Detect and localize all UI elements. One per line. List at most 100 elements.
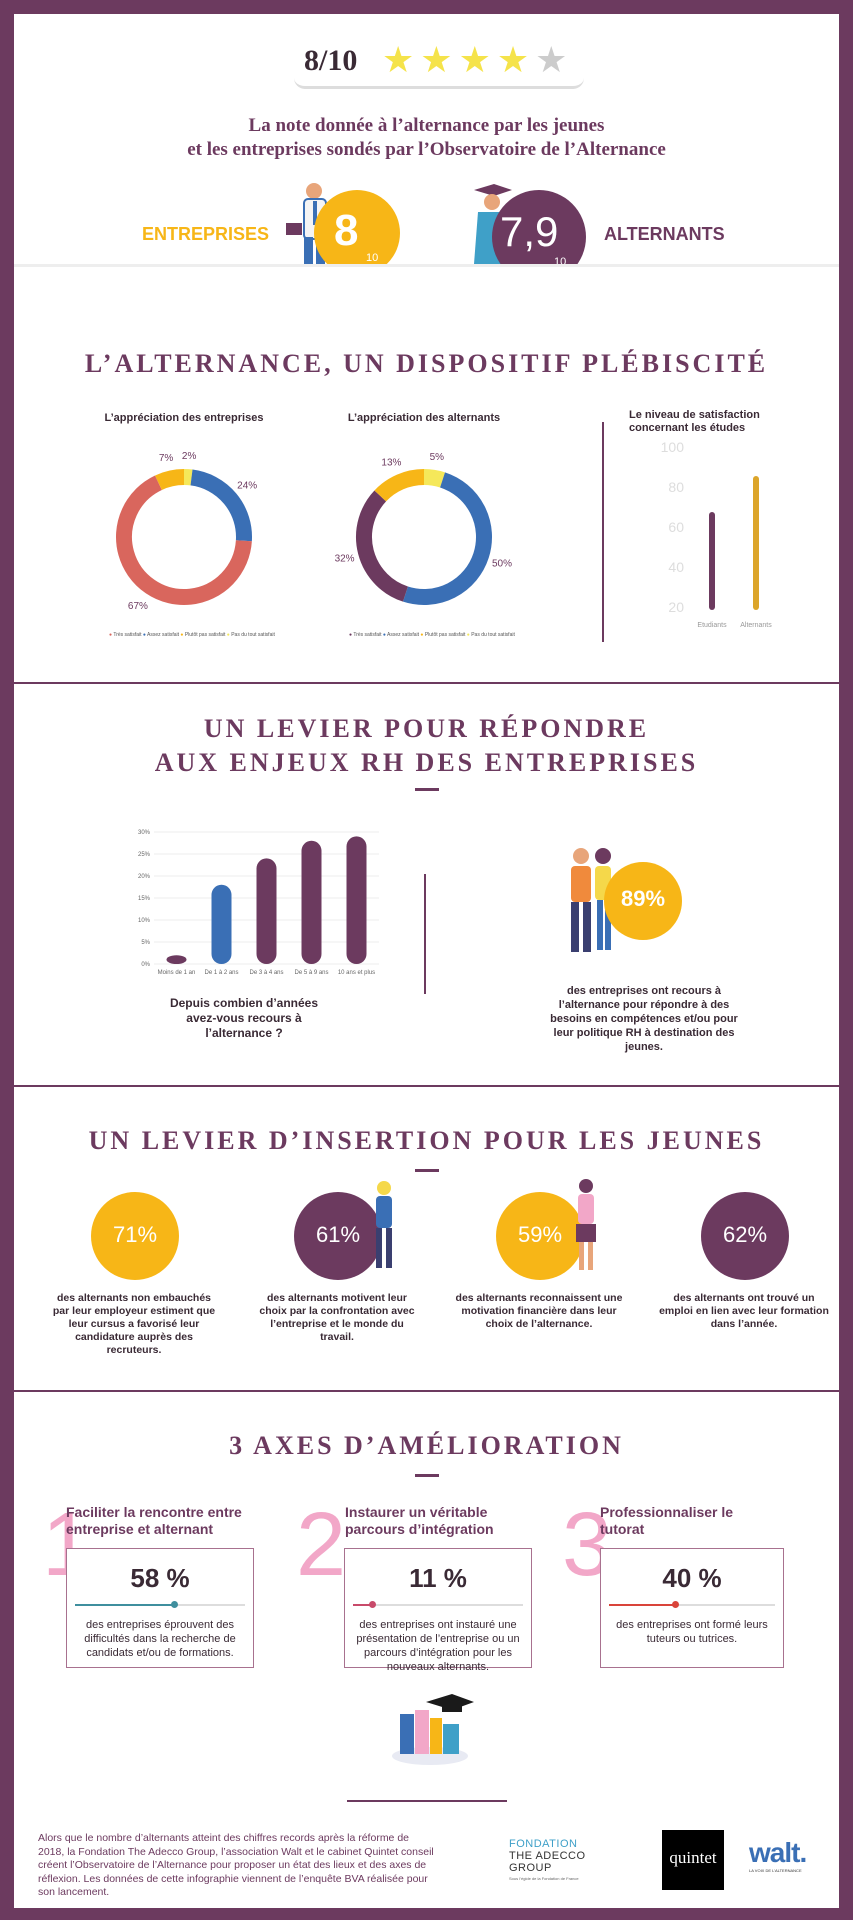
stat-text: des alternants motivent leur choix par l… (259, 1292, 415, 1343)
section2-rule (414, 788, 439, 791)
legend-dot: ● (466, 632, 470, 638)
stat-circle-yellow (496, 1192, 584, 1280)
legend-label: Assez satisfait (387, 632, 420, 638)
x-tick-label: De 3 à 4 ans (249, 970, 283, 976)
section4-rule (414, 1474, 439, 1477)
logo-walt-sub: LA VOIX DE L’ALTERNANCE (749, 1868, 802, 1873)
y-tick-label: 20% (138, 874, 151, 880)
legend-dot: ● (382, 632, 386, 638)
axis-value: 11 % (409, 1563, 467, 1593)
logo-fondation-adecco: FONDATION THE ADECCO GROUP Sous l’égide … (509, 1838, 629, 1881)
logo-fondation-sub: Sous l’égide de la Fondation de France (509, 1876, 579, 1881)
axis-title: Instaurer un véritable parcours d’intégr… (345, 1504, 494, 1537)
chart2-title: L’appréciation des alternants (347, 412, 501, 424)
section2-title: UN LEVIER POUR RÉPONDRE AUX ENJEUX RH DE… (14, 712, 839, 780)
axis-card: 40 % des entreprises ont formé leurs tut… (600, 1548, 784, 1668)
donut-slice-label: 5% (430, 452, 445, 463)
axis-progress-fill (609, 1604, 676, 1606)
walking-man-icon (376, 1181, 392, 1268)
axis-card: 11 % des entreprises ont instauré une pr… (344, 1548, 532, 1673)
legend-alternants: ● Très satisfait ● Assez satisfait ● Plu… (349, 632, 515, 638)
score-banner-shadow (294, 78, 584, 89)
alternants-score: 7,9 (500, 208, 559, 255)
entreprises-denom: 10 (366, 252, 379, 264)
donut-slice (356, 490, 409, 602)
section3-rule (414, 1169, 439, 1172)
axis-text: des entreprises ont formé leurs tuteurs … (616, 1619, 768, 1645)
donut-slice (403, 472, 492, 605)
star-icon-filled: ★ (458, 39, 497, 80)
section2-title-line2: AUX ENJEUX RH DES ENTREPRISES (154, 748, 699, 777)
stat-text: des alternants ont trouvé un emploi en l… (659, 1292, 829, 1330)
bar-chart-satisfaction: 20 40 60 80 100 Etudiants Alternants (661, 439, 773, 629)
legend-dot: ● (142, 632, 146, 638)
section2-title-line1: UN LEVIER POUR RÉPONDRE (203, 714, 650, 743)
section-plebiscite: L’ALTERNANCE, UN DISPOSITIF PLÉBISCITÉ L… (14, 264, 839, 685)
stat-text: des alternants reconnaissent une motivat… (455, 1292, 623, 1330)
chart1-title: L’appréciation des entreprises (104, 412, 264, 424)
axis-value: 40 % (662, 1563, 722, 1593)
axis-progress-track (353, 1601, 523, 1608)
entreprises-score-circle (314, 190, 400, 276)
x-tick-label: Etudiants (697, 622, 727, 629)
donut-slice (116, 475, 252, 605)
stat-89-text: des entreprises ont recours à l’alternan… (550, 985, 738, 1053)
axis-text: des entreprises ont instauré une présent… (356, 1619, 520, 1673)
legend-label: Très satisfait (353, 632, 382, 638)
axis-progress-track (75, 1601, 245, 1608)
axis-progress-dot (672, 1601, 680, 1608)
stat-89-value: 89% (620, 886, 666, 911)
legend-label: Pas du tout satisfait (231, 632, 275, 638)
donut-slice-label: 24% (237, 481, 257, 492)
entreprises-label: ENTREPRISES (142, 224, 270, 244)
stat-circle-purple (294, 1192, 382, 1280)
y-tick-label: 0% (141, 962, 150, 968)
bar-chart-years: 0% 5% 10% 15% 20% 25% 30% Moins de 1 an De 1 à 2… (138, 830, 379, 976)
stat-card-61: 61% des alternants motivent leur choix p… (252, 1181, 422, 1382)
years-chart-caption: Depuis combien d’années avez-vous recour… (169, 996, 319, 1040)
donut-slice (423, 469, 446, 488)
y-tick-label: 5% (141, 940, 150, 946)
y-tick-label: 15% (138, 896, 151, 902)
stat-card-62: 62% des alternants ont trouvé un emploi … (659, 1192, 829, 1382)
section-levier-rh: UN LEVIER POUR RÉPONDRE AUX ENJEUX RH DE… (14, 682, 839, 1087)
y-tick-label: 20 (668, 599, 684, 615)
stat-value: 61% (315, 1222, 361, 1247)
legend-dot: ● (420, 632, 424, 638)
donut-slice-label: 50% (492, 558, 512, 569)
section-axes: 3 AXES D’AMÉLIORATION 1 Faciliter la ren… (14, 1390, 839, 1908)
y-tick-label: 100 (661, 439, 685, 455)
axis-progress-fill (75, 1604, 174, 1606)
stat-value: 62% (722, 1222, 768, 1247)
legend-entreprises: ● Très satisfait ● Assez satisfait ● Plu… (109, 632, 275, 638)
y-tick-label: 10% (138, 918, 151, 924)
star-icon-empty: ★ (535, 39, 574, 80)
axis-progress-dot (170, 1601, 178, 1608)
footer-rule (347, 1800, 507, 1802)
stat-circle-yellow (91, 1192, 179, 1280)
axis-card: 58 % des entreprises éprouvent des diffi… (66, 1548, 254, 1668)
donut-slice (155, 469, 185, 491)
legend-label: Plutôt pas satisfait (184, 632, 226, 638)
legend-label: Plutôt pas satisfait (424, 632, 466, 638)
axis-title: Faciliter la rencontre entre entreprise … (66, 1504, 242, 1537)
bar (301, 840, 322, 964)
donut-slice (374, 469, 425, 502)
books-graduation-cap-icon (392, 1694, 474, 1765)
stars-row: ★★★★★ (382, 42, 573, 78)
y-tick-label: 60 (668, 519, 684, 535)
bar (211, 884, 232, 964)
stat-89-circle (604, 862, 682, 940)
entreprises-score: 8 (334, 206, 359, 255)
x-tick-label: De 1 à 2 ans (204, 970, 238, 976)
logo-walt-text: walt. (749, 1837, 807, 1868)
axis-text: des entreprises éprouvent des difficulté… (84, 1619, 236, 1659)
star-icon-filled: ★ (382, 39, 421, 80)
stat-text: des alternants non embauchés par leur em… (52, 1292, 216, 1356)
stat-card-71: 71% des alternants non embauchés par leu… (49, 1192, 219, 1382)
axis-title: Professionnaliser le tutorat (600, 1504, 734, 1537)
legend-dot: ● (349, 632, 353, 638)
legend-dot: ● (109, 632, 113, 638)
donut-slice-label: 67% (128, 601, 148, 612)
section-insertion: UN LEVIER D’INSERTION POUR LES JEUNES 71… (14, 1085, 839, 1392)
